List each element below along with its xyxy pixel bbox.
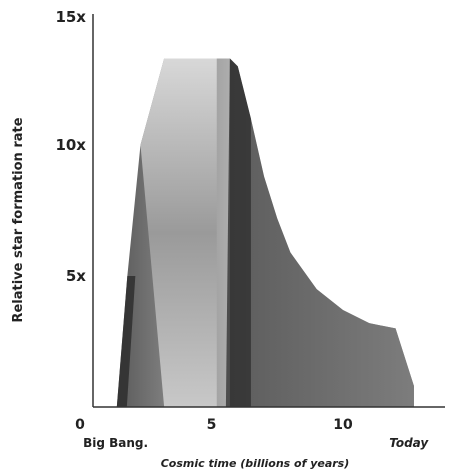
y-axis-label: Relative star formation rate [11, 117, 26, 322]
y-tick-label: 10x [55, 136, 86, 154]
y-tick-labels: 5x 10x 15x [55, 8, 86, 285]
peak-edge [225, 58, 251, 407]
x-tick-label: 5 [207, 417, 217, 433]
y-tick-label: 5x [66, 267, 86, 285]
annotation-label: Big Bang. [83, 436, 148, 450]
x-axis-label: Cosmic time (billions of years) [161, 457, 350, 470]
plot-area [116, 58, 414, 407]
annotations: Big Bang. Today [83, 436, 429, 450]
column-highlight [140, 58, 217, 407]
y-tick-label: 15x [55, 8, 86, 26]
decline-shading [229, 58, 414, 407]
annotation-label: Today [389, 436, 429, 450]
rise-edge [116, 276, 136, 407]
x-tick-labels: 0 5 10 [75, 417, 353, 433]
x-tick-label: 10 [333, 417, 353, 433]
x-tick-label: 0 [75, 417, 85, 433]
